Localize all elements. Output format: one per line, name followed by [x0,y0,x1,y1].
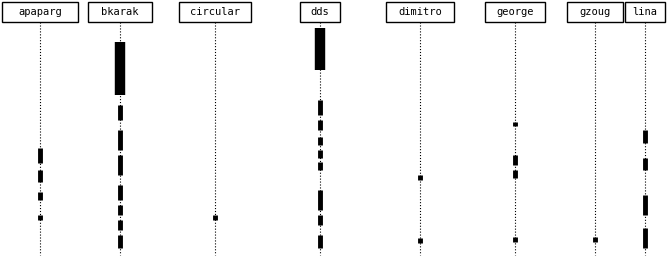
FancyBboxPatch shape [2,2,78,22]
Text: lina: lina [632,7,658,17]
FancyBboxPatch shape [567,2,623,22]
Text: dimitro: dimitro [398,7,442,17]
FancyBboxPatch shape [300,2,340,22]
FancyBboxPatch shape [386,2,454,22]
FancyBboxPatch shape [625,2,665,22]
Text: dds: dds [311,7,329,17]
Text: gzoug: gzoug [580,7,610,17]
Text: george: george [496,7,534,17]
FancyBboxPatch shape [179,2,251,22]
Text: circular: circular [190,7,240,17]
FancyBboxPatch shape [485,2,545,22]
FancyBboxPatch shape [88,2,152,22]
Text: apaparg: apaparg [18,7,62,17]
Text: bkarak: bkarak [101,7,139,17]
